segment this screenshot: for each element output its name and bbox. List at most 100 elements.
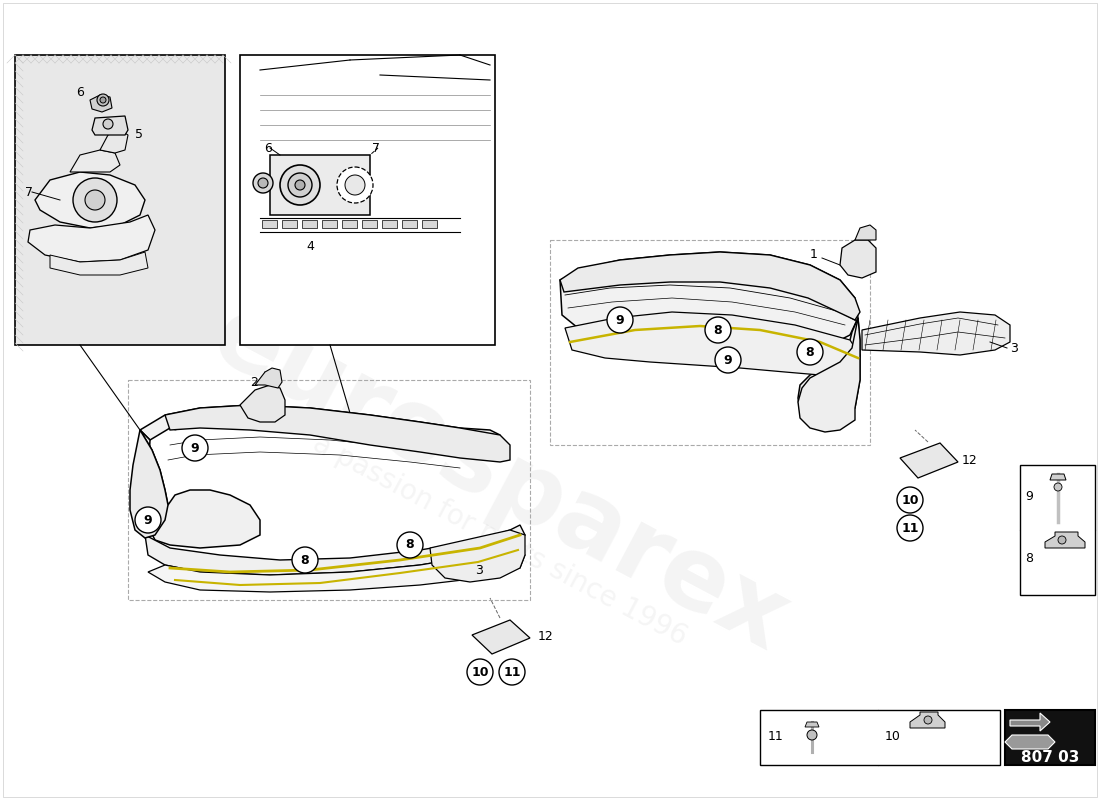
- Circle shape: [896, 515, 923, 541]
- Polygon shape: [255, 368, 282, 388]
- Polygon shape: [70, 150, 120, 172]
- Text: 8: 8: [300, 554, 309, 566]
- Text: 9: 9: [1025, 490, 1033, 502]
- Circle shape: [337, 167, 373, 203]
- Text: a passion for parts since 1996: a passion for parts since 1996: [308, 429, 692, 651]
- Circle shape: [103, 119, 113, 129]
- Circle shape: [345, 175, 365, 195]
- Circle shape: [896, 487, 923, 513]
- Polygon shape: [798, 318, 860, 425]
- Bar: [760, 710, 1000, 765]
- Circle shape: [253, 173, 273, 193]
- Polygon shape: [140, 430, 260, 548]
- Circle shape: [468, 659, 493, 685]
- Circle shape: [258, 178, 268, 188]
- Circle shape: [295, 180, 305, 190]
- Bar: [15, 55, 225, 345]
- Polygon shape: [140, 405, 500, 442]
- Text: 6: 6: [264, 142, 272, 154]
- Polygon shape: [805, 722, 820, 727]
- Polygon shape: [565, 312, 860, 375]
- Text: 11: 11: [768, 730, 783, 743]
- Circle shape: [798, 339, 823, 365]
- Polygon shape: [855, 225, 876, 240]
- Text: 7: 7: [372, 142, 379, 154]
- Circle shape: [715, 347, 741, 373]
- Text: 9: 9: [144, 514, 152, 526]
- Polygon shape: [100, 130, 128, 153]
- Polygon shape: [862, 312, 1010, 355]
- Circle shape: [135, 507, 161, 533]
- Bar: [1005, 710, 1094, 765]
- Polygon shape: [92, 116, 128, 135]
- Circle shape: [292, 547, 318, 573]
- Text: 12: 12: [538, 630, 553, 642]
- Circle shape: [807, 730, 817, 740]
- Bar: [342, 220, 358, 228]
- Polygon shape: [50, 252, 148, 275]
- Bar: [422, 220, 437, 228]
- Circle shape: [924, 716, 932, 724]
- Bar: [282, 220, 297, 228]
- Circle shape: [607, 307, 632, 333]
- Bar: [362, 220, 377, 228]
- Polygon shape: [1045, 532, 1085, 548]
- Text: 4: 4: [306, 239, 313, 253]
- Polygon shape: [430, 530, 525, 582]
- Text: 9: 9: [616, 314, 625, 326]
- Bar: [240, 55, 495, 345]
- Polygon shape: [1010, 713, 1050, 731]
- Text: 8: 8: [1025, 551, 1033, 565]
- Polygon shape: [560, 252, 860, 320]
- Polygon shape: [270, 155, 370, 215]
- Circle shape: [499, 659, 525, 685]
- Polygon shape: [910, 712, 945, 728]
- Circle shape: [1058, 536, 1066, 544]
- Text: 1: 1: [810, 249, 818, 262]
- Circle shape: [97, 94, 109, 106]
- Polygon shape: [472, 620, 530, 654]
- Polygon shape: [148, 545, 525, 592]
- Polygon shape: [145, 525, 525, 575]
- Bar: [262, 220, 277, 228]
- Bar: [1020, 465, 1094, 595]
- Text: 10: 10: [901, 494, 918, 506]
- Bar: [302, 220, 317, 228]
- Circle shape: [1054, 483, 1062, 491]
- Text: 3: 3: [475, 563, 483, 577]
- Text: 2: 2: [250, 375, 258, 389]
- Polygon shape: [90, 95, 112, 112]
- Polygon shape: [130, 430, 168, 538]
- Bar: [322, 220, 337, 228]
- Text: 5: 5: [135, 127, 143, 141]
- Polygon shape: [165, 405, 510, 462]
- Text: 8: 8: [805, 346, 814, 358]
- Text: 11: 11: [504, 666, 520, 678]
- Polygon shape: [35, 172, 145, 228]
- Bar: [402, 220, 417, 228]
- Polygon shape: [240, 385, 285, 422]
- Text: 10: 10: [886, 730, 901, 743]
- Text: 8: 8: [406, 538, 415, 551]
- Circle shape: [73, 178, 117, 222]
- Text: 11: 11: [901, 522, 918, 534]
- Circle shape: [85, 190, 104, 210]
- Circle shape: [397, 532, 424, 558]
- Text: 8: 8: [714, 323, 723, 337]
- Polygon shape: [900, 443, 958, 478]
- Bar: [382, 220, 397, 228]
- Polygon shape: [1005, 735, 1055, 749]
- Text: 7: 7: [25, 186, 33, 198]
- Text: 807 03: 807 03: [1021, 750, 1079, 766]
- Circle shape: [182, 435, 208, 461]
- Text: 10: 10: [471, 666, 488, 678]
- Polygon shape: [840, 240, 876, 278]
- Circle shape: [280, 165, 320, 205]
- Polygon shape: [798, 318, 860, 432]
- Text: 9: 9: [190, 442, 199, 454]
- Circle shape: [705, 317, 732, 343]
- Polygon shape: [28, 215, 155, 262]
- Polygon shape: [560, 252, 858, 352]
- Text: 12: 12: [962, 454, 978, 466]
- Text: 6: 6: [76, 86, 84, 99]
